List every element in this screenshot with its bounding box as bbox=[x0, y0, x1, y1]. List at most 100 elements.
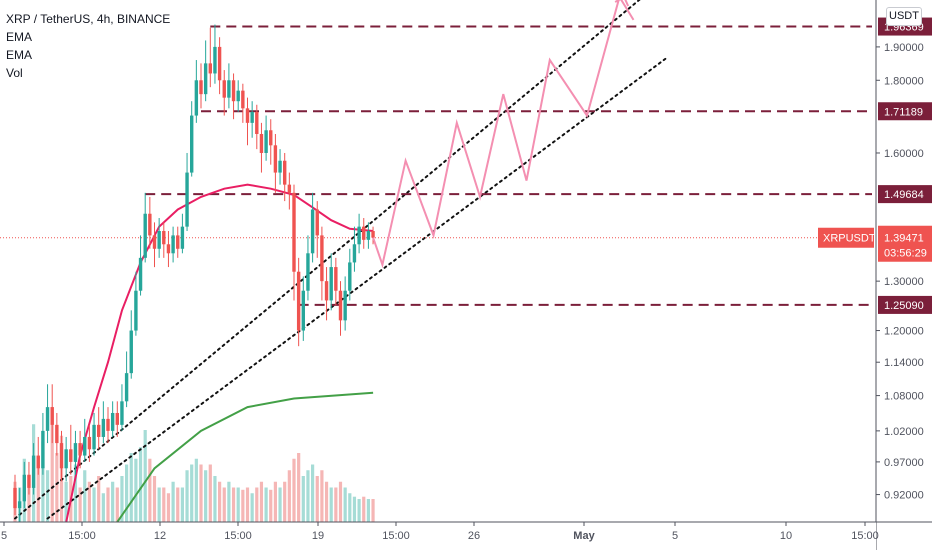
candle bbox=[106, 407, 110, 444]
candle-body bbox=[92, 424, 96, 450]
candle bbox=[31, 443, 36, 495]
level-price-label: 1.71189 bbox=[884, 106, 923, 118]
candle-body bbox=[236, 90, 240, 102]
time-tick-label: 19 bbox=[312, 530, 324, 542]
volume-bar bbox=[125, 464, 129, 522]
level-price-badge bbox=[878, 185, 932, 204]
candle-body bbox=[245, 108, 250, 123]
candle bbox=[348, 248, 352, 301]
volume-bar bbox=[185, 470, 189, 522]
volume-bar bbox=[180, 487, 184, 522]
candle-body bbox=[296, 271, 301, 331]
candle-body bbox=[203, 63, 208, 95]
candle-body bbox=[199, 80, 203, 95]
candle bbox=[78, 430, 82, 469]
price-tick-label: 1.60000 bbox=[884, 148, 924, 160]
candle-body bbox=[22, 474, 26, 502]
price-tick-label: 0.97000 bbox=[884, 457, 924, 469]
levels-layer bbox=[0, 25, 876, 306]
candle bbox=[250, 101, 254, 138]
candle bbox=[157, 218, 161, 258]
volume-bar bbox=[255, 487, 259, 522]
candle-body bbox=[259, 133, 264, 153]
trendline bbox=[46, 57, 667, 520]
volume-bar bbox=[343, 487, 347, 522]
candle bbox=[162, 222, 166, 258]
candle bbox=[310, 192, 315, 263]
candle bbox=[213, 24, 217, 84]
time-tick-label: 15:00 bbox=[851, 530, 879, 542]
candle bbox=[22, 461, 26, 509]
volume-bar bbox=[320, 470, 324, 522]
candle-body bbox=[27, 474, 31, 488]
volume-bar bbox=[259, 481, 264, 522]
symbol-title[interactable]: XRP / TetherUS, 4h, BINANCE bbox=[6, 12, 171, 26]
price-axis[interactable]: 1.90000 1.80000 1.60000 1.30000 1.20000 1.140… bbox=[818, 0, 932, 550]
indicator-ema-2[interactable]: EMA bbox=[6, 48, 33, 62]
candle bbox=[273, 133, 278, 193]
candle bbox=[236, 80, 240, 112]
volume-bar bbox=[348, 493, 352, 522]
volume-bar bbox=[157, 487, 161, 522]
candle-body bbox=[208, 63, 212, 74]
candle-body bbox=[78, 443, 82, 456]
candle-body bbox=[73, 443, 78, 462]
candle bbox=[110, 401, 115, 437]
price-tick-label: 1.02000 bbox=[884, 426, 924, 438]
candle-body bbox=[115, 412, 119, 425]
indicator-vol[interactable]: Vol bbox=[6, 66, 23, 80]
candle-body bbox=[362, 226, 366, 240]
volume-bar bbox=[194, 458, 198, 522]
volume-bar bbox=[241, 489, 245, 522]
candle-body bbox=[315, 209, 319, 236]
volume-bar bbox=[362, 496, 366, 522]
volume-bar bbox=[120, 476, 124, 522]
candle bbox=[259, 122, 264, 173]
candle bbox=[166, 231, 171, 268]
candle-body bbox=[231, 80, 236, 102]
time-axis-bg bbox=[0, 522, 876, 550]
candle-body bbox=[348, 262, 352, 291]
candle-body bbox=[194, 80, 199, 116]
current-price-badge bbox=[878, 225, 932, 262]
candle bbox=[143, 192, 147, 263]
candle bbox=[27, 461, 31, 495]
volume-bar bbox=[41, 441, 45, 522]
volume-bar bbox=[329, 487, 333, 522]
current-price-value: 1.39471 bbox=[884, 233, 924, 245]
candle-body bbox=[55, 424, 59, 444]
volume-bar bbox=[213, 476, 217, 522]
candle bbox=[269, 119, 273, 165]
candle-body bbox=[59, 443, 64, 469]
volume-bar bbox=[297, 453, 301, 522]
candle bbox=[50, 384, 54, 444]
candle-body bbox=[222, 80, 226, 98]
candle bbox=[185, 152, 189, 232]
candle bbox=[264, 115, 268, 161]
indicator-ema-1[interactable]: EMA bbox=[6, 30, 33, 44]
volume-bar bbox=[231, 487, 236, 522]
candle-body bbox=[45, 407, 50, 431]
candle-body bbox=[334, 267, 338, 291]
volume-bar bbox=[264, 487, 268, 522]
volume-bar bbox=[50, 407, 54, 522]
candle-body bbox=[371, 231, 375, 238]
candle-body bbox=[166, 244, 171, 254]
projection-path bbox=[372, 0, 635, 269]
volume-bar bbox=[129, 453, 133, 522]
volume-bar bbox=[269, 489, 273, 522]
candle-body bbox=[213, 46, 217, 74]
volume-bar bbox=[101, 493, 105, 522]
candle-body bbox=[255, 111, 259, 134]
currency-button[interactable]: USDT bbox=[886, 7, 922, 26]
candle bbox=[194, 60, 199, 123]
level-price-badge bbox=[878, 295, 932, 314]
price-tick-label: 1.14000 bbox=[884, 357, 924, 369]
candle bbox=[171, 226, 175, 263]
candle bbox=[306, 235, 310, 301]
price-tick-label: 1.90000 bbox=[884, 42, 924, 54]
time-axis[interactable]: 5 15:00 12 15:00 19 15:00 26 May 5 10 15:00 bbox=[0, 521, 932, 550]
candle bbox=[255, 104, 259, 150]
candle-body bbox=[217, 46, 222, 81]
